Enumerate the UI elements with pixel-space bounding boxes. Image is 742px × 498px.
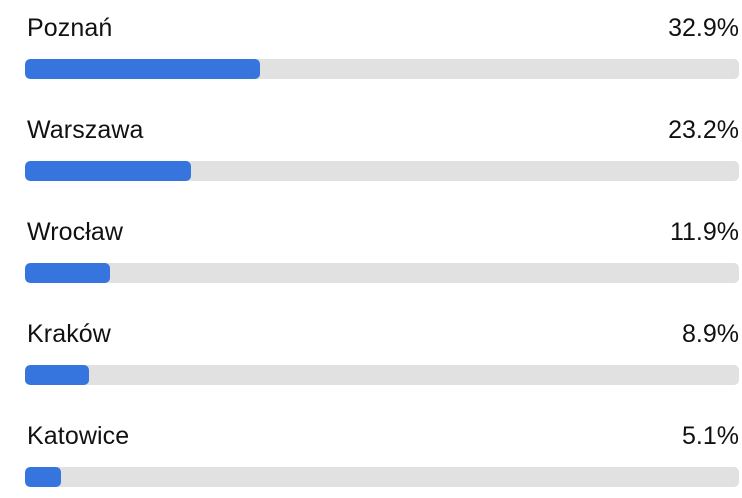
bar-track bbox=[25, 365, 739, 385]
value-label: 11.9% bbox=[669, 218, 739, 246]
value-label: 32.9% bbox=[668, 14, 739, 42]
category-label: Kraków bbox=[27, 320, 111, 348]
bar-fill bbox=[25, 59, 260, 79]
category-label: Poznań bbox=[27, 14, 113, 42]
value-label: 8.9% bbox=[682, 320, 739, 348]
bar-fill bbox=[25, 263, 110, 283]
bar-row: Poznań 32.9% bbox=[25, 10, 739, 90]
bar-row: Kraków 8.9% bbox=[25, 316, 739, 396]
bar-fill bbox=[25, 161, 191, 181]
bar-fill bbox=[25, 467, 61, 487]
bar-row: Warszawa 23.2% bbox=[25, 112, 739, 192]
bar-row: Katowice 5.1% bbox=[25, 418, 739, 498]
bar-track bbox=[25, 263, 739, 283]
city-share-list: Poznań 32.9% Warszawa 23.2% Wrocław 11.9% Krak… bbox=[25, 10, 739, 487]
bar-row: Wrocław 11.9% bbox=[25, 214, 739, 294]
bar-track bbox=[25, 467, 739, 487]
value-label: 5.1% bbox=[682, 422, 739, 450]
bar-track bbox=[25, 59, 739, 79]
bar-fill bbox=[25, 365, 89, 385]
category-label: Katowice bbox=[27, 422, 130, 450]
bar-track bbox=[25, 161, 739, 181]
category-label: Warszawa bbox=[27, 116, 144, 144]
category-label: Wrocław bbox=[27, 218, 124, 246]
value-label: 23.2% bbox=[668, 116, 739, 144]
